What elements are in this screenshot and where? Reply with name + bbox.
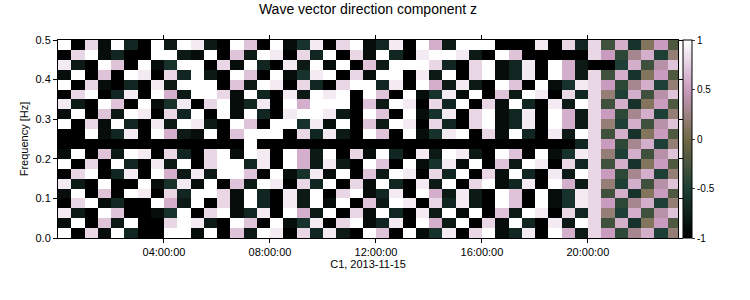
svg-text:C1, 2013-11-15: C1, 2013-11-15 — [330, 258, 406, 270]
svg-text:16:00:00: 16:00:00 — [461, 246, 504, 258]
svg-text:0.2: 0.2 — [36, 153, 51, 165]
svg-text:0.0: 0.0 — [36, 232, 51, 244]
svg-text:04:00:00: 04:00:00 — [143, 246, 186, 258]
svg-text:-0.5: -0.5 — [697, 183, 715, 194]
svg-text:0.5: 0.5 — [697, 84, 711, 95]
svg-text:0.3: 0.3 — [36, 113, 51, 125]
svg-text:12:00:00: 12:00:00 — [355, 246, 398, 258]
svg-text:20:00:00: 20:00:00 — [566, 246, 609, 258]
svg-text:0.5: 0.5 — [36, 34, 51, 46]
svg-text:0.4: 0.4 — [36, 73, 51, 85]
svg-text:0: 0 — [697, 134, 703, 145]
svg-text:Frequency [Hz]: Frequency [Hz] — [18, 102, 30, 177]
svg-text:1: 1 — [697, 35, 703, 46]
svg-text:-1: -1 — [697, 233, 706, 244]
svg-text:08:00:00: 08:00:00 — [249, 246, 292, 258]
svg-text:Wave vector direction componen: Wave vector direction component z — [259, 1, 477, 17]
svg-text:0.1: 0.1 — [36, 192, 51, 204]
